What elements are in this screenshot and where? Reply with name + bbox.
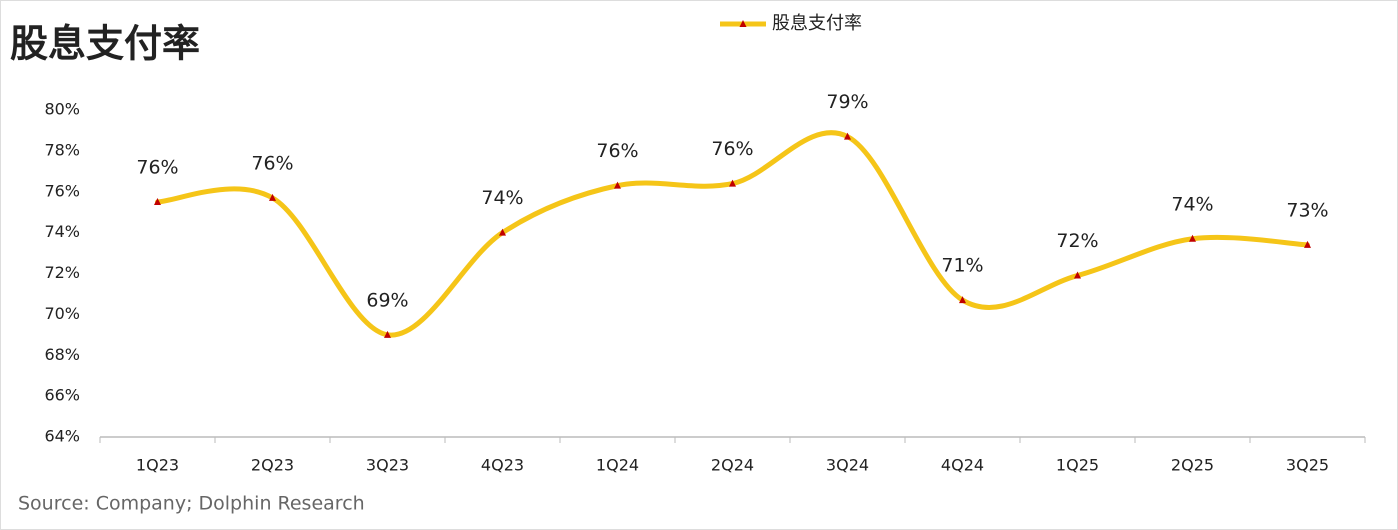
x-tick-label: 4Q23 (481, 456, 524, 475)
marker (959, 296, 966, 304)
marker (1304, 240, 1311, 248)
legend-marker (739, 20, 747, 27)
marker (154, 197, 161, 205)
marker (729, 179, 736, 187)
x-tick-label: 2Q23 (251, 456, 294, 475)
value-label: 69% (366, 289, 408, 311)
marker (384, 330, 391, 338)
value-label: 76% (251, 152, 293, 174)
value-label: 74% (481, 187, 523, 209)
value-label: 71% (941, 255, 983, 277)
y-tick-label: 64% (44, 427, 80, 446)
marker (499, 228, 506, 236)
value-label: 76% (711, 138, 753, 160)
y-tick-label: 74% (44, 222, 80, 241)
y-tick-label: 78% (44, 140, 80, 159)
y-tick-label: 72% (44, 263, 80, 282)
y-tick-label: 68% (44, 345, 80, 364)
legend-label: 股息支付率 (772, 13, 862, 34)
x-tick-label: 1Q23 (136, 456, 179, 475)
x-tick-label: 4Q24 (941, 456, 984, 475)
marker (269, 193, 276, 201)
source: Source: Company; Dolphin Research (18, 493, 365, 515)
marker (614, 181, 621, 189)
marker (844, 132, 851, 140)
x-tick-label: 2Q24 (711, 456, 754, 475)
x-tick-label: 3Q24 (826, 456, 869, 475)
x-tick-label: 2Q25 (1171, 456, 1214, 475)
x-tick-label: 3Q25 (1286, 456, 1329, 475)
value-label: 72% (1056, 230, 1098, 252)
marker (1189, 234, 1196, 242)
y-tick-label: 80% (44, 100, 80, 119)
value-label: 73% (1286, 199, 1328, 221)
value-label: 79% (826, 91, 868, 113)
value-label: 76% (596, 140, 638, 162)
marker (1074, 271, 1081, 279)
x-tick-label: 3Q23 (366, 456, 409, 475)
x-tick-label: 1Q25 (1056, 456, 1099, 475)
x-tick-label: 1Q24 (596, 456, 639, 475)
y-tick-label: 76% (44, 181, 80, 200)
y-tick-label: 66% (44, 386, 80, 405)
y-tick-label: 70% (44, 304, 80, 323)
value-label: 74% (1171, 193, 1213, 215)
value-label: 76% (136, 156, 178, 178)
chart-title: 股息支付率 (10, 22, 200, 66)
